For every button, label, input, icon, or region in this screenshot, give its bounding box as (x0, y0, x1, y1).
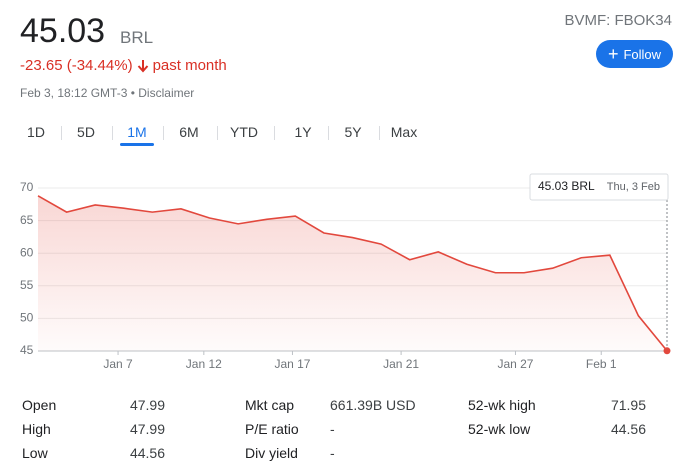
tooltip-box (529, 173, 669, 201)
stat-label: Mkt cap (245, 397, 295, 413)
disclaimer[interactable]: Disclaimer (138, 86, 195, 100)
tab-separator (111, 126, 113, 140)
y-tick-label: 60 (20, 245, 34, 259)
tab[interactable]: 6M (179, 124, 199, 140)
tooltip-value: 45.03 BRL (538, 179, 595, 193)
down-arrow (137, 59, 148, 72)
stat-value: 71.95 (610, 397, 646, 413)
x-tick-label: Jan 27 (497, 357, 533, 371)
change-row: -23.65 (-34.44%) past month (20, 57, 227, 74)
stat-label: Low (22, 445, 48, 461)
price: 45.03 (20, 12, 106, 50)
plus-icon: + (607, 44, 619, 64)
stat-value: 44.56 (129, 445, 165, 461)
timestamp: Feb 3, 18:12 GMT-3 (20, 86, 128, 100)
tab-separator (61, 126, 62, 140)
line (37, 195, 668, 352)
ticker: BVMF: FBOK34 (564, 12, 672, 29)
tab-underline (120, 143, 154, 146)
stat-label: High (22, 421, 51, 437)
stat-label: P/E ratio (245, 421, 299, 437)
tab[interactable]: 1D (27, 124, 45, 140)
stat-value: 661.39B USD (330, 397, 416, 413)
change: -23.65 (-34.44%) (20, 57, 133, 74)
period: past month (152, 57, 227, 74)
tooltip-date: Thu, 3 Feb (607, 181, 660, 193)
stat-label: Open (22, 397, 57, 413)
tab[interactable]: 1Y (294, 124, 312, 140)
tab[interactable]: 5Y (344, 124, 362, 140)
tab-separator (328, 126, 329, 140)
timestamp-row: Feb 3, 18:12 GMT-3 • Disclaimer (20, 86, 195, 100)
stat-value: - (330, 445, 335, 461)
tab-separator (378, 126, 380, 140)
x-tick-label: Jan 12 (186, 357, 222, 371)
stat-label: Div yield (245, 445, 298, 461)
follow-button[interactable]: + Follow (596, 40, 673, 68)
y-tick-label: 50 (20, 311, 34, 325)
tab[interactable]: 1M (127, 124, 147, 140)
tab-separator (216, 126, 218, 140)
y-tick-label: 45 (20, 343, 34, 357)
x-tick-label: Feb 1 (586, 357, 617, 371)
x-tick-label: Jan 21 (383, 357, 419, 371)
y-tick-label: 65 (20, 213, 34, 227)
currency: BRL (120, 28, 154, 47)
stat-label: 52-wk low (468, 421, 531, 437)
follow-label: Follow (623, 46, 662, 62)
tab[interactable]: Max (390, 124, 418, 140)
x-tick-label: Jan 7 (103, 357, 133, 371)
tab-separator (163, 126, 164, 140)
stat-value: 47.99 (129, 421, 165, 437)
y-tick-label: 70 (20, 180, 34, 194)
tab-separator (273, 126, 275, 140)
stat-label: 52-wk high (468, 397, 536, 413)
end-point (663, 347, 671, 355)
tab[interactable]: 5D (77, 124, 95, 140)
stat-value: 44.56 (610, 421, 646, 437)
area (38, 195, 667, 351)
x-tick-label: Jan 17 (274, 357, 310, 371)
stat-value: - (330, 421, 335, 437)
y-tick-label: 55 (20, 278, 34, 292)
stat-value: 47.99 (129, 397, 165, 413)
tab[interactable]: YTD (230, 124, 258, 140)
